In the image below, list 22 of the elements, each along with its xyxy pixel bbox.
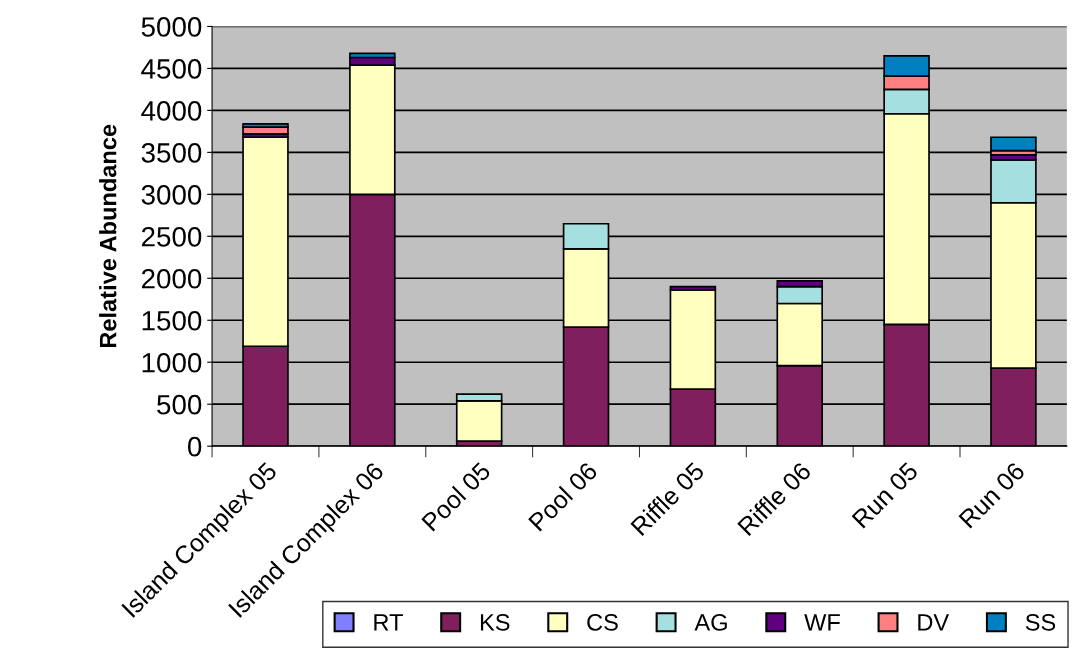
y-tick-label: 2000 — [141, 268, 202, 289]
y-tick-label: 500 — [157, 394, 202, 415]
y-axis-title: Relative Abundance — [99, 124, 117, 348]
legend-label: WF — [804, 614, 840, 631]
y-tick-label: 5000 — [141, 17, 202, 37]
y-tick-label: 3500 — [141, 143, 202, 163]
y-tick-label: 3000 — [141, 185, 202, 205]
legend-label: AG — [694, 614, 727, 631]
y-tick-label: 0 — [187, 436, 202, 457]
y-tick-label: 1000 — [142, 352, 202, 373]
y-tick-label: 4000 — [141, 101, 202, 121]
y-tick-label: 1500 — [142, 310, 202, 331]
y-tick-label: 4500 — [141, 59, 202, 79]
x-tick-label: Run 06 — [958, 461, 1026, 529]
y-tick-label: 2500 — [141, 226, 202, 247]
legend-label: CS — [587, 614, 618, 631]
bar — [990, 136, 1037, 152]
legend-label: DV — [918, 614, 950, 631]
x-tick-label: Run 05 — [851, 461, 919, 529]
legend-label: SS — [1025, 614, 1056, 631]
legend-label: KS — [480, 614, 510, 631]
legend-label: RT — [374, 614, 403, 631]
